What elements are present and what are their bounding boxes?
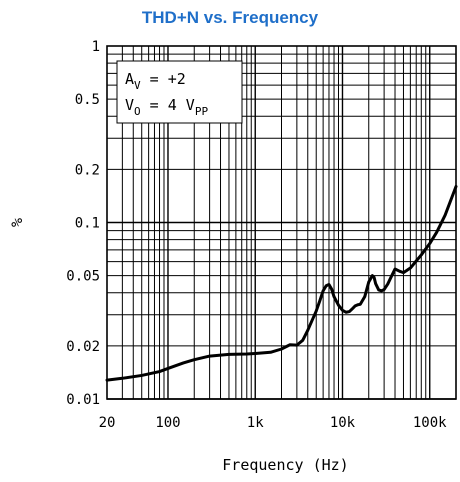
- x-tick-label: 1k: [247, 415, 264, 431]
- y-tick-label: 0.2: [75, 162, 100, 178]
- y-tick-label: 0.01: [66, 392, 100, 408]
- x-tick-label: 100: [155, 415, 180, 431]
- legend-box: [116, 60, 243, 124]
- y-tick-label: 0.02: [66, 339, 100, 355]
- x-tick-label: 100k: [413, 415, 447, 431]
- y-axis-label: %: [8, 218, 26, 227]
- axis-labels: Frequency (Hz)%: [8, 218, 349, 474]
- series-line-layer: [105, 184, 458, 382]
- x-tick-label: 10k: [330, 415, 356, 431]
- legend-output-label: VO = 4 VPP: [125, 96, 208, 118]
- chart-title: THD+N vs. Frequency: [141, 8, 319, 27]
- y-tick-label: 1: [92, 39, 100, 55]
- thd-series-line: [105, 184, 458, 382]
- legend: AV = +2 VO = 4 VPP: [116, 60, 243, 124]
- x-tick-label: 20: [99, 415, 116, 431]
- plot-frame: [106, 45, 457, 400]
- legend-gain-label: AV = +2: [125, 70, 186, 92]
- x-axis-label: Frequency (Hz): [222, 456, 348, 474]
- plot-border: [106, 45, 457, 400]
- y-tick-label: 0.5: [75, 92, 100, 108]
- y-tick-label: 0.1: [75, 216, 100, 232]
- y-tick-label: 0.05: [66, 269, 100, 285]
- tick-labels: 20 100 1k 10k 100k 1 0.5 0.2 0.1 0.05 0.02 0.01: [66, 39, 447, 431]
